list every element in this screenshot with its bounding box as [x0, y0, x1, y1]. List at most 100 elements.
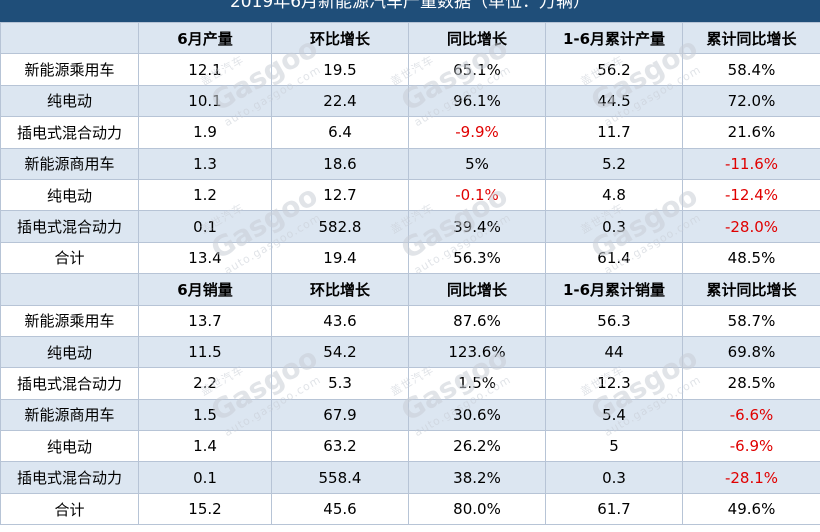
cell-cum_yoy: 48.5% — [682, 241, 820, 275]
production-header-month: 6月产量 — [138, 21, 272, 55]
cell-yoy: 5% — [408, 147, 546, 180]
cell-cum: 12.3 — [545, 367, 683, 400]
cell-mom: 43.6 — [271, 304, 409, 337]
cell-month: 0.1 — [138, 210, 272, 243]
cell-cum: 56.2 — [545, 53, 683, 86]
sales-header-row: 6月销量 环比增长 同比增长 1-6月累计销量 累计同比增长 — [0, 273, 820, 306]
row-label: 纯电动 — [0, 430, 139, 463]
table-title-bar: 2019年6月新能源汽车产量数据（单位：万辆） — [0, 0, 820, 22]
cell-mom: 54.2 — [271, 335, 409, 369]
row-label: 纯电动 — [0, 178, 139, 212]
table-title: 2019年6月新能源汽车产量数据（单位：万辆） — [229, 0, 591, 12]
cell-cum_yoy: 21.6% — [682, 116, 820, 149]
table-row: 新能源商用车 1.3 18.6 5% 5.2 -11.6% — [0, 147, 820, 180]
cell-mom: 582.8 — [271, 210, 409, 243]
cell-month: 11.5 — [138, 335, 272, 369]
cell-cum_yoy: -6.9% — [682, 430, 820, 463]
cell-cum_yoy: 49.6% — [682, 492, 820, 526]
cell-yoy: -0.1% — [408, 178, 546, 212]
cell-cum_yoy: 69.8% — [682, 335, 820, 369]
cell-cum_yoy: 28.5% — [682, 367, 820, 400]
cell-mom: 63.2 — [271, 430, 409, 463]
cell-cum_yoy: -11.6% — [682, 147, 820, 180]
cell-mom: 12.7 — [271, 178, 409, 212]
cell-cum_yoy: -12.4% — [682, 178, 820, 212]
cell-cum: 5.2 — [545, 147, 683, 180]
cell-cum: 0.3 — [545, 461, 683, 494]
cell-mom: 67.9 — [271, 398, 409, 432]
cell-cum_yoy: 58.4% — [682, 53, 820, 86]
sales-header-yoy: 同比增长 — [408, 273, 546, 306]
row-label: 插电式混合动力 — [0, 116, 139, 149]
cell-yoy: 38.2% — [408, 461, 546, 494]
cell-yoy: 26.2% — [408, 430, 546, 463]
row-label: 新能源商用车 — [0, 147, 139, 180]
cell-cum_yoy: 58.7% — [682, 304, 820, 337]
sales-header-mom: 环比增长 — [271, 273, 409, 306]
cell-mom: 19.5 — [271, 53, 409, 86]
table-row: 纯电动 10.1 22.4 96.1% 44.5 72.0% — [0, 84, 820, 118]
cell-mom: 558.4 — [271, 461, 409, 494]
row-label: 合计 — [0, 241, 139, 275]
cell-cum: 4.8 — [545, 178, 683, 212]
cell-month: 0.1 — [138, 461, 272, 494]
row-label: 纯电动 — [0, 335, 139, 369]
cell-month: 1.4 — [138, 430, 272, 463]
cell-month: 15.2 — [138, 492, 272, 526]
table-row: 插电式混合动力 0.1 582.8 39.4% 0.3 -28.0% — [0, 210, 820, 243]
cell-yoy: 30.6% — [408, 398, 546, 432]
cell-month: 13.4 — [138, 241, 272, 275]
cell-mom: 19.4 — [271, 241, 409, 275]
table-row: 纯电动 11.5 54.2 123.6% 44 69.8% — [0, 335, 820, 369]
cell-month: 2.2 — [138, 367, 272, 400]
cell-yoy: 96.1% — [408, 84, 546, 118]
cell-cum_yoy: -6.6% — [682, 398, 820, 432]
sales-header-cumulative-yoy: 累计同比增长 — [682, 273, 820, 306]
cell-cum: 11.7 — [545, 116, 683, 149]
row-label: 插电式混合动力 — [0, 367, 139, 400]
table-row: 纯电动 1.4 63.2 26.2% 5 -6.9% — [0, 430, 820, 463]
row-label: 插电式混合动力 — [0, 210, 139, 243]
table-row: 合计 13.4 19.4 56.3% 61.4 48.5% — [0, 241, 820, 275]
row-label: 新能源乘用车 — [0, 53, 139, 86]
cell-yoy: 65.1% — [408, 53, 546, 86]
sales-header-cumulative: 1-6月累计销量 — [545, 273, 683, 306]
cell-month: 10.1 — [138, 84, 272, 118]
production-header-yoy: 同比增长 — [408, 21, 546, 55]
cell-month: 12.1 — [138, 53, 272, 86]
production-header-cumulative: 1-6月累计产量 — [545, 21, 683, 55]
table-row: 插电式混合动力 1.9 6.4 -9.9% 11.7 21.6% — [0, 116, 820, 149]
cell-cum: 44.5 — [545, 84, 683, 118]
table-row: 新能源商用车 1.5 67.9 30.6% 5.4 -6.6% — [0, 398, 820, 432]
cell-yoy: -9.9% — [408, 116, 546, 149]
cell-mom: 45.6 — [271, 492, 409, 526]
cell-yoy: 123.6% — [408, 335, 546, 369]
cell-month: 13.7 — [138, 304, 272, 337]
cell-cum: 61.4 — [545, 241, 683, 275]
row-label: 新能源乘用车 — [0, 304, 139, 337]
cell-cum_yoy: 72.0% — [682, 84, 820, 118]
cell-yoy: 87.6% — [408, 304, 546, 337]
cell-yoy: 56.3% — [408, 241, 546, 275]
cell-mom: 22.4 — [271, 84, 409, 118]
production-header-mom: 环比增长 — [271, 21, 409, 55]
cell-month: 1.9 — [138, 116, 272, 149]
cell-mom: 5.3 — [271, 367, 409, 400]
cell-cum: 0.3 — [545, 210, 683, 243]
row-label: 合计 — [0, 492, 139, 526]
table-row: 纯电动 1.2 12.7 -0.1% 4.8 -12.4% — [0, 178, 820, 212]
cell-yoy: 39.4% — [408, 210, 546, 243]
cell-mom: 6.4 — [271, 116, 409, 149]
data-table: 6月产量 环比增长 同比增长 1-6月累计产量 累计同比增长 新能源乘用车 12.1 19.5… — [0, 21, 820, 526]
cell-cum_yoy: -28.0% — [682, 210, 820, 243]
cell-yoy: 80.0% — [408, 492, 546, 526]
cell-month: 1.2 — [138, 178, 272, 212]
cell-cum: 5.4 — [545, 398, 683, 432]
table-row: 新能源乘用车 12.1 19.5 65.1% 56.2 58.4% — [0, 53, 820, 86]
sales-header-blank — [0, 273, 139, 306]
production-header-blank — [0, 21, 139, 55]
cell-month: 1.3 — [138, 147, 272, 180]
production-header-cumulative-yoy: 累计同比增长 — [682, 21, 820, 55]
cell-mom: 18.6 — [271, 147, 409, 180]
cell-cum: 44 — [545, 335, 683, 369]
